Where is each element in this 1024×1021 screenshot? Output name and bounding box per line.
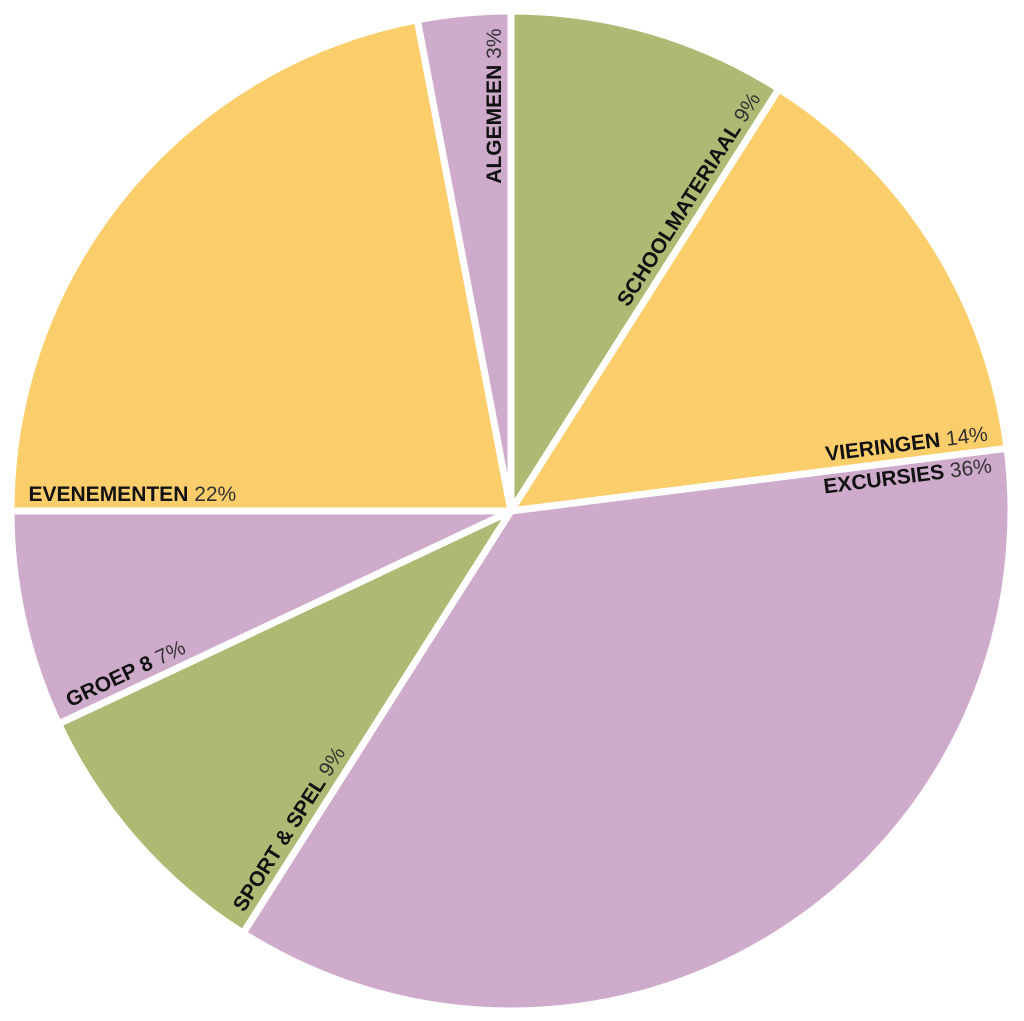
pie-slice [413, 7, 515, 515]
pie-slice [7, 16, 515, 515]
value-label: 36% [948, 454, 993, 482]
slice-label: ALGEMEEN 3% [483, 29, 506, 184]
category-name: EVENEMENTEN [29, 483, 189, 506]
pie-slice [239, 444, 1015, 1015]
category-name: ALGEMEEN [483, 65, 506, 184]
value-label: 22% [194, 483, 236, 506]
slice-label: EVENEMENTEN 22% [29, 483, 237, 506]
pie-slice [55, 507, 515, 937]
pie-slice [507, 85, 1011, 515]
value-label: 3% [483, 29, 506, 59]
pie-slice [7, 507, 515, 728]
value-label: 14% [944, 422, 989, 450]
pie-slice [507, 7, 783, 515]
